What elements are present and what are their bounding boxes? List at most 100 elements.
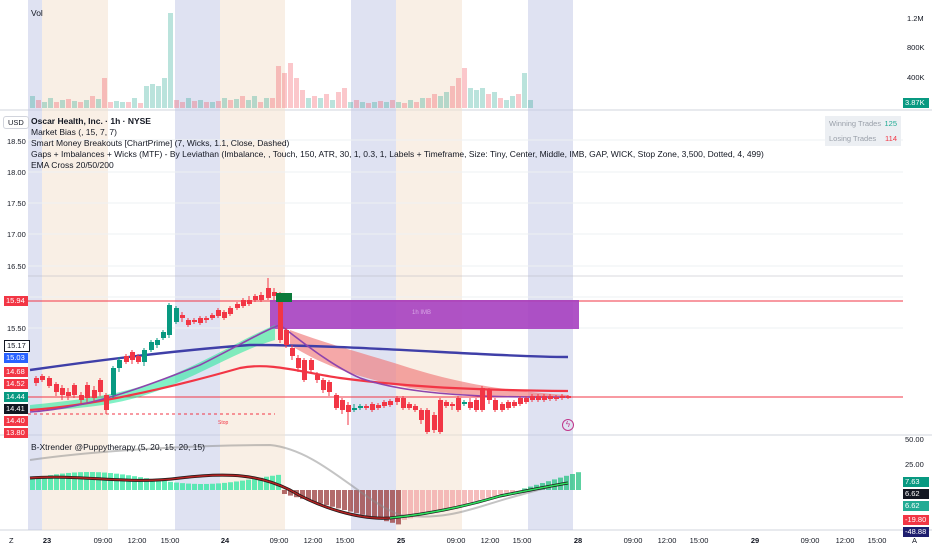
volume-bar: [498, 98, 503, 108]
candle-body: [382, 402, 387, 406]
volume-bar: [120, 102, 125, 108]
time-axis-label: 29: [750, 536, 760, 545]
time-axis-label: 15:00: [160, 536, 180, 545]
oscillator-bar: [102, 472, 107, 490]
oscillator-bar: [48, 475, 53, 490]
volume-bar: [492, 92, 497, 108]
oscillator-bar: [60, 473, 65, 490]
volume-bar: [264, 98, 269, 108]
symbol-legend[interactable]: Oscar Health, Inc. · 1h · NYSE: [31, 116, 151, 126]
oscillator-bar: [168, 481, 173, 490]
timezone-corner[interactable]: Z: [9, 536, 14, 545]
volume-bar: [60, 100, 65, 108]
candle-body: [130, 352, 135, 360]
volume-bar: [144, 86, 149, 108]
auto-scale-button[interactable]: A: [912, 536, 918, 545]
volume-bar: [414, 102, 419, 108]
session-band: [396, 0, 462, 530]
price-tag-ema-mid: 14.68: [4, 367, 28, 377]
candle-body: [266, 288, 271, 298]
volume-bar: [336, 92, 341, 108]
oscillator-bar: [120, 474, 125, 490]
price-tag-close: 14.44: [4, 392, 28, 402]
oscillator-bar: [36, 477, 41, 490]
oscillator-bar: [510, 490, 515, 492]
volume-bar: [528, 100, 533, 108]
volume-bar: [360, 102, 365, 108]
volume-bar: [192, 101, 197, 108]
oscillator-bar: [30, 478, 35, 490]
oscillator-bar: [390, 490, 395, 523]
volume-title: Vol: [31, 8, 43, 18]
oscillator-bar: [276, 474, 281, 490]
volume-bar: [210, 102, 215, 108]
candle-body: [518, 398, 523, 404]
time-axis-label: 25: [396, 536, 406, 545]
volume-bar: [390, 100, 395, 108]
candle-body: [192, 320, 197, 322]
indicator-legend-ema[interactable]: EMA Cross 20/50/200: [31, 160, 114, 170]
price-tag-ema-fast: 14.52: [4, 379, 28, 389]
candle-body: [438, 400, 443, 432]
oscillator-bar: [420, 490, 425, 516]
price-tag-low: 13.80: [4, 428, 28, 438]
oscillator-bar: [456, 490, 461, 506]
volume-bar: [276, 66, 281, 108]
volume-bar: [216, 101, 221, 108]
lightning-icon[interactable]: ϟ: [562, 419, 574, 431]
candle-body: [222, 312, 227, 318]
candle-body: [542, 396, 547, 400]
imbalance-zone: [270, 300, 579, 329]
volume-bar: [36, 100, 41, 108]
oscillator-bar: [180, 483, 185, 490]
oscillator-bar: [354, 490, 359, 514]
volume-bar: [180, 102, 185, 108]
trend-line-slow: [29, 443, 569, 518]
indicator-legend-gaps[interactable]: Gaps + Imbalances + Wicks (MTF) - By Lev…: [31, 149, 764, 159]
candle-body: [259, 295, 264, 300]
currency-button[interactable]: USD: [3, 116, 29, 129]
candle-body: [117, 360, 122, 368]
candle-body: [253, 296, 258, 300]
volume-bar: [114, 101, 119, 108]
candle-body: [425, 410, 430, 432]
stop-marker-label: Stop: [218, 420, 229, 426]
oscillator-bar: [114, 473, 119, 490]
oscillator-title[interactable]: B-Xtrender @Puppytherapy (5, 20, 15, 20,…: [31, 442, 206, 452]
volume-bar: [306, 98, 311, 108]
volume-bar: [348, 102, 353, 108]
oscillator-bar: [504, 490, 509, 493]
volume-bar: [204, 102, 209, 108]
candle-body: [124, 356, 129, 362]
price-tick: 17.50: [7, 199, 26, 208]
volume-bar: [486, 94, 491, 108]
indicator-legend-market-bias[interactable]: Market Bias (, 15, 7, 7): [31, 127, 117, 137]
candle-body: [104, 395, 109, 410]
candle-body: [506, 402, 511, 408]
oscillator-bar: [288, 490, 293, 496]
candle-body: [216, 310, 221, 316]
candle-body: [66, 392, 71, 396]
oscillator-bar: [90, 472, 95, 490]
candle-body: [47, 378, 52, 386]
candle-body: [468, 402, 473, 408]
price-tick: 16.50: [7, 262, 26, 271]
volume-bar: [234, 99, 239, 108]
session-band: [42, 0, 108, 530]
price-tag-bias: 14.41: [4, 404, 28, 414]
oscillator-bar: [96, 472, 101, 490]
volume-bar: [438, 96, 443, 108]
volume-bar: [42, 102, 47, 108]
candle-body: [92, 390, 97, 398]
volume-bar: [90, 96, 95, 108]
volume-bar: [312, 96, 317, 108]
candle-body: [284, 330, 289, 345]
price-tag-ema-slow: 15.03: [4, 353, 28, 363]
indicator-legend-smart-money[interactable]: Smart Money Breakouts [ChartPrime] (7, W…: [31, 138, 290, 148]
volume-bar: [282, 73, 287, 108]
time-axis-label: 09:00: [623, 536, 643, 545]
price-tick: 15.50: [7, 324, 26, 333]
trend-line-fast-bull: [389, 482, 569, 519]
candle-body: [334, 395, 339, 408]
